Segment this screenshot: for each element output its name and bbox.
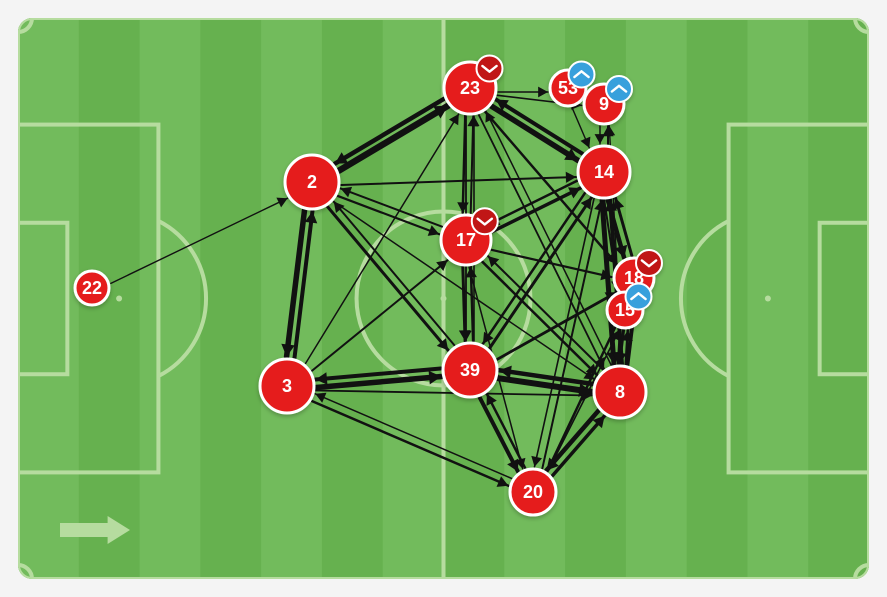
player-node-label: 17 <box>456 230 476 250</box>
sub-off-icon <box>472 208 498 234</box>
sub-off-icon <box>477 56 503 82</box>
player-node-label: 3 <box>282 376 292 396</box>
player-node[interactable]: 8 <box>594 366 646 418</box>
player-node[interactable]: 3 <box>260 359 314 413</box>
sub-on-icon <box>606 76 632 102</box>
player-node-label: 39 <box>460 360 480 380</box>
player-node-label: 23 <box>460 78 480 98</box>
sub-off-icon <box>636 250 662 276</box>
player-node-label: 14 <box>594 162 614 182</box>
pass-map-stage: 2223231739201485391815 <box>0 0 887 597</box>
player-node[interactable]: 2 <box>285 155 339 209</box>
player-node-label: 9 <box>599 94 609 114</box>
player-node-label: 22 <box>82 278 102 298</box>
player-node-label: 8 <box>615 382 625 402</box>
player-node-label: 20 <box>523 482 543 502</box>
player-node[interactable]: 22 <box>75 271 109 305</box>
player-node[interactable]: 14 <box>578 146 630 198</box>
player-node[interactable]: 20 <box>510 469 556 515</box>
sub-on-icon <box>569 62 595 88</box>
sub-on-icon <box>626 284 652 310</box>
pass-map-svg: 2223231739201485391815 <box>0 0 887 597</box>
player-node-label: 2 <box>307 172 317 192</box>
player-node[interactable]: 39 <box>443 343 497 397</box>
